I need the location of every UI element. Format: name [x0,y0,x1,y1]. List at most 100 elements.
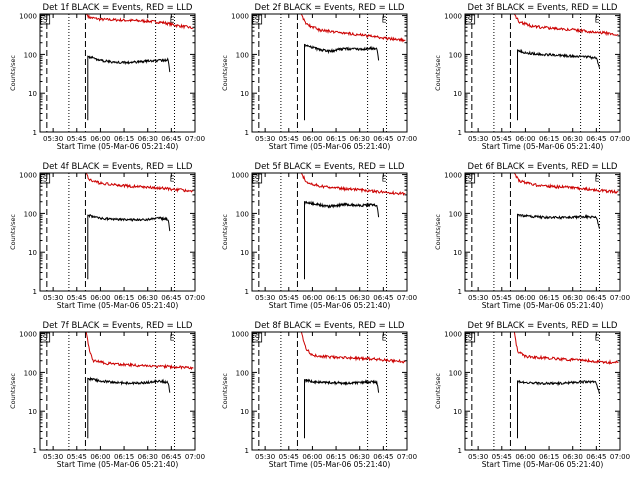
x-tick-label: 06:45 [586,135,606,143]
start-marker-box [40,14,51,25]
y-tick-label: 1 [458,447,462,455]
x-tick-label: 05:45 [67,294,87,302]
chart-title: Det 4f BLACK = Events, RED = LLD [43,162,193,172]
x-axis-label: Start Time (05-Mar-06 05:21:40) [269,301,391,310]
chart-title: Det 3f BLACK = Events, RED = LLD [468,3,618,13]
series-line-lld [85,13,194,30]
plot-frame [39,331,196,451]
start-marker-label: S [43,175,48,184]
y-tick-label: 100 [236,210,249,218]
x-tick-label: 06:30 [350,294,370,302]
x-tick-label: 06:45 [373,453,393,461]
x-axis-label: Start Time (05-Mar-06 05:21:40) [482,460,604,469]
x-tick-label: 05:45 [279,453,299,461]
chart-title: Det 1f BLACK = Events, RED = LLD [43,3,193,13]
x-tick-label: 06:15 [326,453,346,461]
plot-frame [464,172,621,292]
x-tick-label: 07:00 [397,294,417,302]
x-tick-label: 05:45 [492,294,512,302]
start-marker-label: S [468,175,473,184]
x-axis-label: Start Time (05-Mar-06 05:21:40) [269,460,391,469]
end-marker-label: E [382,334,387,343]
x-tick-label: 05:30 [43,453,63,461]
start-marker-box [465,173,476,184]
x-tick-label: 06:45 [586,453,606,461]
start-marker-label: S [255,16,260,25]
chart-panel-6: Det 6f BLACK = Events, RED = LLD 1 10 100 10… [434,162,630,310]
x-tick-label: 06:30 [138,453,158,461]
y-axis-label: Counts/sec [434,55,442,91]
x-tick-label: 05:30 [468,453,488,461]
x-tick-label: 06:15 [326,294,346,302]
y-axis-label: Counts/sec [9,214,17,250]
x-tick-label: 07:00 [185,294,205,302]
start-marker-box [465,14,476,25]
series-line-events [517,379,600,439]
x-tick-label: 06:30 [138,135,158,143]
chart-title: Det 2f BLACK = Events, RED = LLD [255,3,405,13]
end-marker-label: E [595,175,600,184]
plot-frame [251,331,408,451]
start-marker-label: S [468,334,473,343]
x-tick-label: 06:45 [586,294,606,302]
chart-panel-3: Det 3f BLACK = Events, RED = LLD 1 10 100 10… [434,3,630,151]
y-axis-label: Counts/sec [434,214,442,250]
y-tick-label: 1000 [231,331,249,339]
x-tick-label: 07:00 [397,453,417,461]
y-tick-label: 100 [449,51,462,59]
x-tick-label: 05:30 [255,294,275,302]
y-tick-label: 100 [236,369,249,377]
x-axis-label: Start Time (05-Mar-06 05:21:40) [57,301,179,310]
chart-title: Det 8f BLACK = Events, RED = LLD [255,321,405,331]
plot-frame [39,172,196,292]
y-tick-label: 10 [28,249,37,257]
series-line-lld [85,331,194,371]
x-tick-label: 06:00 [302,453,322,461]
x-tick-label: 05:45 [492,135,512,143]
x-tick-label: 05:45 [492,453,512,461]
series-line-events [304,378,380,439]
start-marker-box [40,332,51,343]
y-tick-label: 1000 [444,331,462,339]
x-tick-label: 06:00 [90,453,110,461]
y-axis-label: Counts/sec [221,214,229,250]
series-line-events [304,200,380,280]
end-marker-label: E [595,16,600,25]
y-tick-label: 1 [245,447,249,455]
x-tick-label: 07:00 [610,453,630,461]
y-tick-label: 1 [33,288,37,296]
x-axis-label: Start Time (05-Mar-06 05:21:40) [482,301,604,310]
x-tick-label: 06:15 [114,294,134,302]
x-tick-label: 06:15 [114,453,134,461]
x-tick-label: 06:45 [373,135,393,143]
y-tick-label: 10 [28,90,37,98]
series-line-lld [513,13,619,37]
plot-frame [39,13,196,133]
x-tick-label: 06:00 [515,135,535,143]
x-tick-label: 06:15 [114,135,134,143]
y-axis-label: Counts/sec [9,373,17,409]
series-line-events [517,213,600,280]
y-axis-label: Counts/sec [434,373,442,409]
end-marker-label: E [382,175,387,184]
x-tick-label: 06:00 [302,135,322,143]
end-marker-label: E [382,16,387,25]
x-tick-label: 06:15 [539,453,559,461]
x-tick-label: 05:30 [255,135,275,143]
chart-panel-2: Det 2f BLACK = Events, RED = LLD 1 10 100 10… [221,3,417,151]
plot-frame [251,172,408,292]
x-tick-label: 06:00 [90,135,110,143]
x-tick-label: 07:00 [397,135,417,143]
y-axis-label: Counts/sec [9,55,17,91]
x-axis-label: Start Time (05-Mar-06 05:21:40) [57,142,179,151]
start-marker-box [252,14,263,25]
start-marker-box [252,332,263,343]
start-marker-label: S [43,334,48,343]
y-tick-label: 10 [453,408,462,416]
y-tick-label: 1000 [19,331,37,339]
x-tick-label: 06:00 [90,294,110,302]
chart-panel-8: Det 8f BLACK = Events, RED = LLD 1 10 100 10… [221,321,417,469]
x-tick-label: 07:00 [185,453,205,461]
x-tick-label: 06:30 [350,135,370,143]
end-marker-label: E [595,334,600,343]
